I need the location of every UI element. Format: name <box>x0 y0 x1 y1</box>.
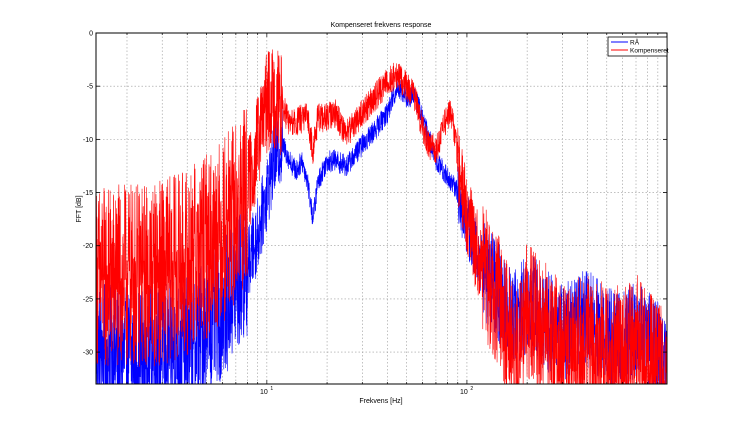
legend-label-raw: RÅ <box>630 38 640 47</box>
y-tick-label: -20 <box>83 243 93 250</box>
x-axis-ticks: 10 1 10 2 <box>126 33 659 396</box>
series-lines <box>95 49 668 385</box>
x-tick-label: 10 <box>260 389 268 396</box>
y-tick-label: -5 <box>87 84 93 91</box>
chart-title: Kompenseret frekvens response <box>331 22 432 29</box>
legend-label-compensated: Kompenseret <box>630 48 669 55</box>
y-tick-label: -15 <box>83 190 93 197</box>
x-axis-label: Frekvens [Hz] <box>359 398 402 405</box>
y-axis-ticks: 0 -5 -10 -15 -20 -25 -30 <box>83 31 667 357</box>
y-tick-label: -30 <box>83 350 93 357</box>
y-tick-label: -25 <box>83 296 93 303</box>
x-tick-exponent: 2 <box>470 386 473 392</box>
series-line-compensated <box>95 49 668 385</box>
y-tick-label: -10 <box>83 137 93 144</box>
x-tick-label: 10 <box>460 389 468 396</box>
plot-frame <box>95 32 668 385</box>
y-tick-label: 0 <box>89 31 93 38</box>
y-axis-label: FFT [dB] <box>76 195 83 222</box>
x-tick-exponent: 1 <box>270 386 273 392</box>
legend: RÅ Kompenseret <box>607 36 669 57</box>
